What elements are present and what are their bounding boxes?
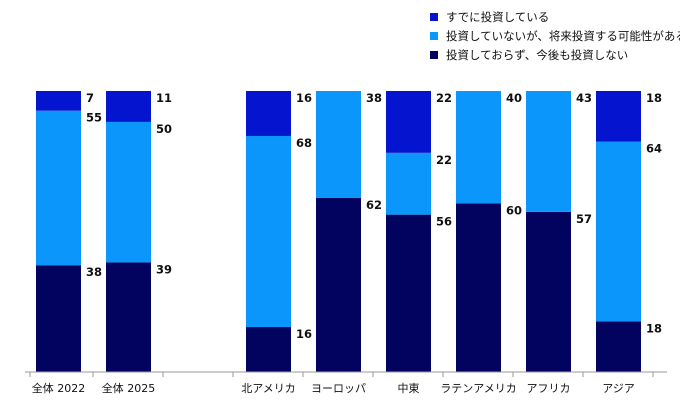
value-label-overall-2022-invested: 7 [86, 91, 94, 105]
legend-swatch-may-invest [430, 32, 438, 40]
bar-middle-east-not-investing [386, 214, 431, 372]
category-label-middle-east: 中東 [398, 382, 420, 395]
bar-middle-east-invested [386, 91, 431, 153]
category-label-overall-2022: 全体 2022 [32, 381, 86, 395]
value-label-asia-not-investing: 18 [646, 321, 662, 335]
bar-africa-not-investing [526, 211, 571, 372]
legend-swatch-invested [430, 13, 438, 21]
value-labels-group: 38 55 7 39 50 11 16 68 16 62 38 56 22 22 60 40 57 43 18 64 1… [86, 91, 662, 341]
value-label-middle-east-not-investing: 56 [436, 215, 452, 229]
value-label-asia-may-invest: 64 [646, 142, 662, 156]
value-label-latin-america-not-investing: 60 [506, 203, 522, 217]
value-label-middle-east-invested: 22 [436, 91, 452, 105]
value-label-overall-2025-invested: 11 [156, 91, 172, 105]
value-label-overall-2022-may-invest: 55 [86, 111, 102, 125]
bar-overall-2022-not-investing [36, 265, 81, 372]
legend-label-may-invest: 投資していないが、将来投資する可能性がある [446, 29, 680, 43]
value-label-north-america-may-invest: 68 [296, 136, 312, 150]
value-label-africa-not-investing: 57 [576, 212, 592, 226]
bar-north-america-not-investing [246, 327, 291, 372]
bar-latin-america-not-investing [456, 203, 501, 372]
legend-item-invested: すでに投資している [430, 8, 680, 26]
bar-overall-2022-may-invest [36, 110, 81, 266]
value-label-overall-2025-not-investing: 39 [156, 262, 172, 276]
value-label-north-america-not-investing: 16 [296, 327, 312, 341]
legend-swatch-not-invested [430, 51, 438, 59]
value-label-latin-america-may-invest: 40 [506, 91, 522, 105]
value-label-overall-2022-not-investing: 38 [86, 265, 102, 279]
value-label-middle-east-may-invest: 22 [436, 153, 452, 167]
value-label-asia-invested: 18 [646, 91, 662, 105]
value-label-europe-may-invest: 38 [366, 91, 382, 105]
x-ticks-group [29, 372, 654, 377]
bar-north-america-may-invest [246, 135, 291, 328]
bar-africa-may-invest [526, 91, 571, 212]
category-label-north-america: 北アメリカ [241, 382, 295, 395]
bar-latin-america-may-invest [456, 91, 501, 204]
category-label-europe: ヨーロッパ [311, 382, 366, 395]
bars-group [36, 91, 641, 372]
category-label-africa: アフリカ [527, 382, 571, 395]
bar-middle-east-may-invest [386, 152, 431, 215]
bar-asia-not-investing [596, 321, 641, 372]
legend: すでに投資している 投資していないが、将来投資する可能性がある 投資しておらず、… [430, 8, 680, 65]
category-label-asia: アジア [602, 382, 635, 395]
category-labels-group: 全体 2022 全体 2025 北アメリカ ヨーロッパ 中東 ラテンアメリカ アフリカ アジア [32, 381, 635, 395]
legend-label-invested: すでに投資している [446, 10, 550, 24]
legend-label-not-invested: 投資しておらず、今後も投資しない [446, 48, 629, 62]
bar-asia-may-invest [596, 141, 641, 322]
value-label-africa-may-invest: 43 [576, 91, 592, 105]
bar-overall-2022-invested [36, 91, 81, 111]
value-label-overall-2025-may-invest: 50 [156, 122, 172, 136]
category-label-latin-america: ラテンアメリカ [440, 382, 516, 395]
bar-overall-2025-may-invest [106, 121, 151, 263]
legend-item-not-invested: 投資しておらず、今後も投資しない [430, 46, 680, 64]
bar-overall-2025-not-investing [106, 262, 151, 372]
value-label-north-america-invested: 16 [296, 91, 312, 105]
category-label-overall-2025: 全体 2025 [102, 381, 156, 395]
bar-north-america-invested [246, 91, 291, 136]
bar-europe-not-investing [316, 197, 361, 372]
bar-europe-may-invest [316, 91, 361, 198]
bar-asia-invested [596, 91, 641, 142]
legend-item-may-invest: 投資していないが、将来投資する可能性がある [430, 27, 680, 45]
bar-overall-2025-invested [106, 91, 151, 122]
value-label-europe-not-investing: 62 [366, 198, 382, 212]
